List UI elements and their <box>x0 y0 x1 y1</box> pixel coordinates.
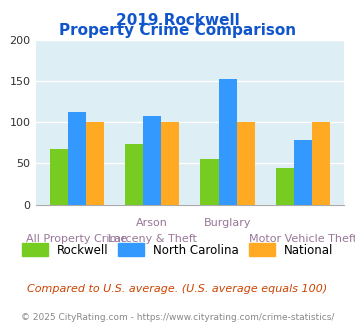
Bar <box>161 122 179 205</box>
Bar <box>143 115 161 205</box>
Bar <box>68 112 86 205</box>
Text: All Property Crime: All Property Crime <box>26 234 127 244</box>
Bar <box>237 122 255 205</box>
Text: © 2025 CityRating.com - https://www.cityrating.com/crime-statistics/: © 2025 CityRating.com - https://www.city… <box>21 313 334 322</box>
Bar <box>50 148 68 205</box>
Text: Burglary: Burglary <box>204 218 251 228</box>
Text: 2019 Rockwell: 2019 Rockwell <box>116 13 239 28</box>
Bar <box>276 168 294 205</box>
Text: Motor Vehicle Theft: Motor Vehicle Theft <box>249 234 355 244</box>
Bar <box>219 79 237 205</box>
Bar <box>294 140 312 205</box>
Bar <box>86 122 104 205</box>
Legend: Rockwell, North Carolina, National: Rockwell, North Carolina, National <box>17 239 338 261</box>
Text: Compared to U.S. average. (U.S. average equals 100): Compared to U.S. average. (U.S. average … <box>27 284 328 294</box>
Text: Arson: Arson <box>136 218 168 228</box>
Bar <box>201 159 219 205</box>
Text: Larceny & Theft: Larceny & Theft <box>108 234 197 244</box>
Text: Property Crime Comparison: Property Crime Comparison <box>59 23 296 38</box>
Bar <box>125 145 143 205</box>
Bar <box>312 122 330 205</box>
